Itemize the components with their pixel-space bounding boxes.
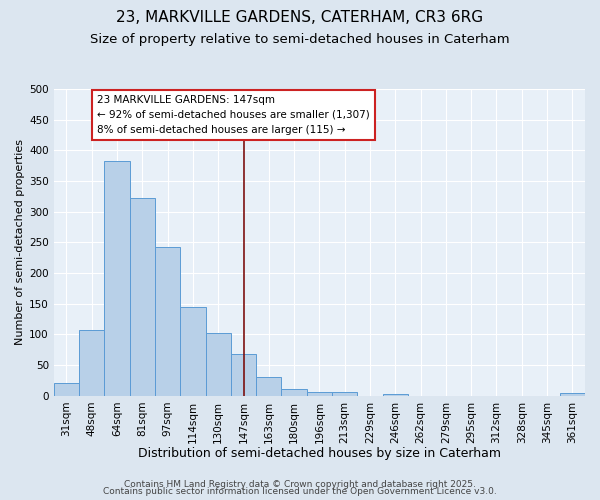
- Bar: [383, 394, 408, 396]
- Bar: [79, 330, 104, 396]
- Bar: [130, 198, 155, 396]
- Bar: [180, 308, 206, 396]
- Bar: [104, 161, 130, 396]
- Bar: [307, 392, 332, 396]
- Text: Size of property relative to semi-detached houses in Caterham: Size of property relative to semi-detach…: [90, 32, 510, 46]
- Text: Contains public sector information licensed under the Open Government Licence v3: Contains public sector information licen…: [103, 487, 497, 496]
- Bar: [54, 383, 79, 396]
- Bar: [560, 394, 585, 396]
- Bar: [281, 389, 307, 396]
- Text: 23, MARKVILLE GARDENS, CATERHAM, CR3 6RG: 23, MARKVILLE GARDENS, CATERHAM, CR3 6RG: [116, 10, 484, 25]
- Text: 23 MARKVILLE GARDENS: 147sqm
← 92% of semi-detached houses are smaller (1,307)
8: 23 MARKVILLE GARDENS: 147sqm ← 92% of se…: [97, 95, 370, 134]
- Bar: [231, 354, 256, 396]
- Bar: [256, 378, 281, 396]
- Text: Contains HM Land Registry data © Crown copyright and database right 2025.: Contains HM Land Registry data © Crown c…: [124, 480, 476, 489]
- Bar: [206, 334, 231, 396]
- Bar: [155, 248, 180, 396]
- X-axis label: Distribution of semi-detached houses by size in Caterham: Distribution of semi-detached houses by …: [138, 447, 501, 460]
- Bar: [332, 392, 358, 396]
- Y-axis label: Number of semi-detached properties: Number of semi-detached properties: [15, 140, 25, 346]
